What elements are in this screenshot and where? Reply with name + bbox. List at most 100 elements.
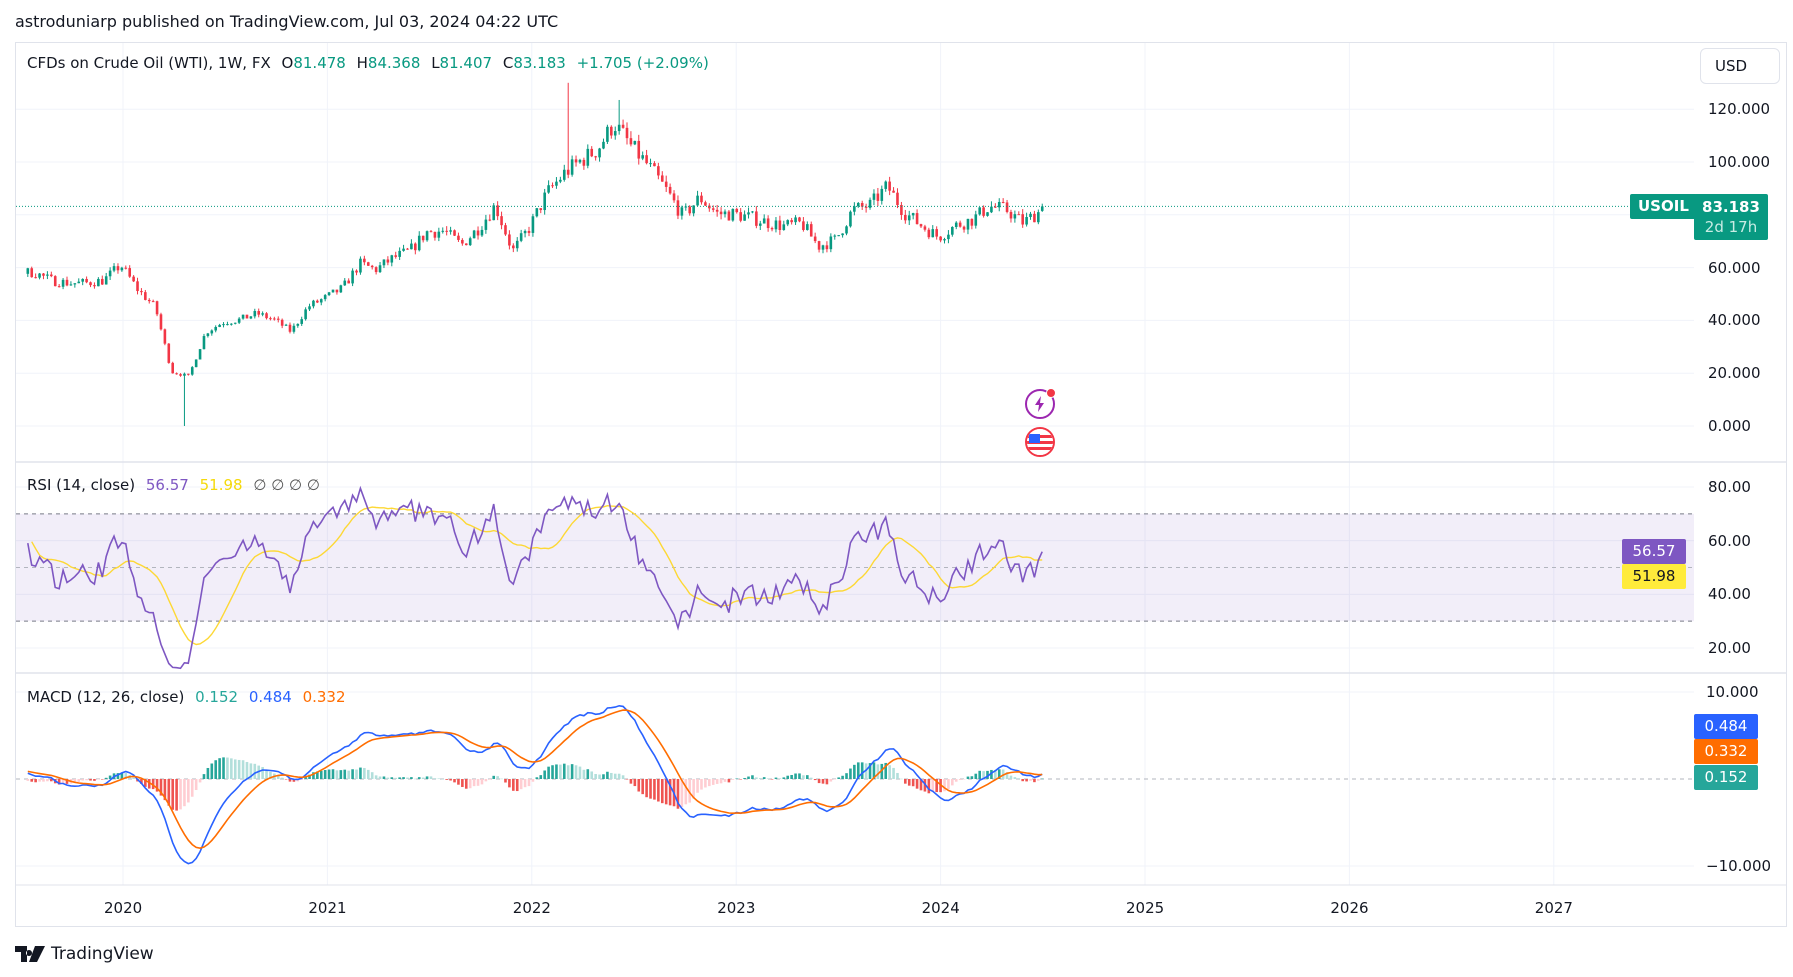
macd-histogram-bar [226,757,229,779]
macd-title[interactable]: MACD (12, 26, close) [27,688,185,706]
candle-body [794,217,797,223]
candle-body [171,362,175,374]
rsi-axis-tick: 20.00 [1708,639,1751,657]
macd-histogram-bar [308,774,311,779]
macd-histogram-bar [719,779,723,784]
candle-body [323,295,327,300]
time-axis-tick: 2021 [308,899,347,917]
candle-body [519,233,523,241]
macd-histogram-bar [335,770,339,779]
candle-body [50,274,53,277]
candle-body [512,245,515,249]
macd-histogram-bar [739,779,742,780]
macd-histogram-bar [860,762,864,779]
macd-histogram-bar [1021,779,1024,782]
macd-histogram-bar [727,779,731,783]
candle-body [319,299,323,303]
last-price: 83.183 [1702,198,1760,216]
macd-histogram-bar [515,779,519,792]
macd-histogram-bar [766,778,770,779]
candle-body [962,226,966,230]
macd-histogram-bar [327,769,331,779]
currency-button[interactable]: USD [1700,48,1780,84]
candle-body [366,262,370,266]
candle-body [316,300,319,303]
rsi-title[interactable]: RSI (14, close) [27,476,136,494]
candle-body [939,236,942,241]
candle-body [492,205,496,221]
candle-body [1017,214,1021,216]
macd-histogram-bar [61,779,65,784]
tradingview-logo[interactable]: TradingView [15,944,154,964]
macd-histogram-bar [660,779,664,804]
candle-body [85,278,88,283]
macd-histogram-bar [539,775,543,779]
candle-body [747,212,750,215]
us-flag-event-icon[interactable] [1025,427,1055,457]
candle-body [187,373,190,375]
rsi-extra-values: ∅ ∅ ∅ ∅ [253,476,320,494]
macd-histogram-bar [825,779,829,785]
macd-histogram-bar [657,779,660,802]
time-axis-tick: 2020 [104,899,143,917]
candle-body [179,374,182,376]
candle-body [206,333,210,337]
macd-value: 0.484 [248,688,292,706]
macd-histogram-bar [343,769,347,779]
candle-body [147,299,151,302]
candle-body [167,343,171,363]
macd-histogram-bar [947,779,950,790]
macd-histogram-bar [813,779,817,781]
candle-body [414,243,417,251]
candle-body [555,181,558,186]
macd-histogram-bar [535,777,539,779]
candle-body [488,219,492,221]
candle-body [997,201,1001,208]
candle-body [245,314,249,319]
candle-body [116,266,120,271]
macd-histogram-bar [751,775,754,779]
candle-body [155,301,159,315]
macd-histogram-bar [997,769,1001,779]
candle-body [856,202,860,207]
macd-histogram-bar [770,779,774,780]
candle-body [276,318,280,320]
candle-body [461,239,464,244]
macd-histogram-bar [425,776,429,779]
candle-body [613,131,617,136]
candle-body [370,265,374,268]
candle-body [711,208,715,210]
macd-histogram-bar [633,779,637,787]
candle-body [586,148,590,166]
macd-histogram-bar [406,777,409,779]
rsi-ma-value: 51.98 [199,476,243,494]
macd-histogram-bar [856,762,860,779]
candle-body [347,280,350,284]
candle-body [402,248,405,251]
candle-body [751,211,754,213]
candle-body [136,281,139,292]
macd-histogram-bar [637,779,641,792]
candle-body [598,148,601,158]
macd-histogram-bar [339,770,343,779]
macd-histogram-bar [484,779,488,782]
candle-body [813,236,817,242]
macd-histogram-bar [38,779,41,782]
candle-body [739,212,742,221]
candle-body [464,243,468,246]
candle-body [809,224,813,237]
lightning-event-icon[interactable] [1025,388,1056,419]
macd-histogram-bar [911,779,915,787]
symbol-description[interactable]: CFDs on Crude Oil (WTI), 1W, FX [27,54,271,72]
candle-body [132,276,135,282]
macd-histogram-bar [104,777,108,779]
candle-body [140,291,143,293]
candle-body [253,311,257,317]
price-axis-tick: 40.000 [1708,311,1761,330]
macd-histogram-bar [1017,778,1021,779]
candle-body [378,265,382,273]
macd-histogram-bar [743,777,746,779]
candle-body [696,195,699,206]
macd-histogram-bar [468,779,472,789]
